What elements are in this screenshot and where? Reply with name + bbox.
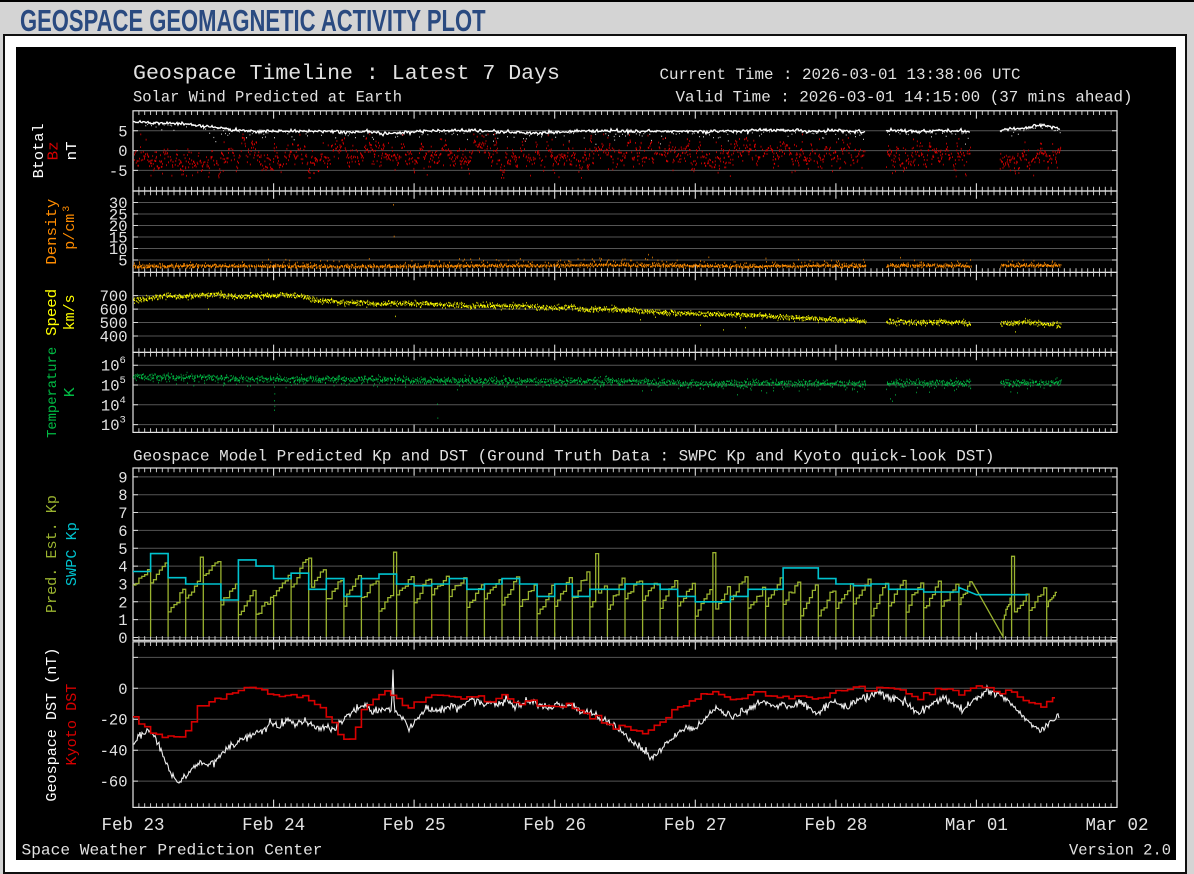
svg-text:Pred. Est. Kp: Pred. Est. Kp	[44, 495, 61, 613]
svg-text:p/cm: p/cm	[62, 214, 79, 250]
svg-text:Mar 02: Mar 02	[1086, 816, 1149, 836]
svg-text:0: 0	[118, 143, 127, 161]
svg-text:700: 700	[100, 288, 128, 306]
svg-text:Version 2.0: Version 2.0	[1069, 842, 1171, 860]
svg-text:Solar Wind Predicted at Earth: Solar Wind Predicted at Earth	[133, 89, 402, 107]
svg-text:20: 20	[109, 218, 128, 236]
svg-text:5: 5	[118, 253, 127, 271]
svg-text:3: 3	[62, 206, 73, 212]
svg-text:0: 0	[118, 630, 127, 648]
svg-text:10: 10	[109, 241, 128, 259]
svg-text:30: 30	[109, 195, 128, 213]
svg-text:Feb 25: Feb 25	[383, 816, 446, 836]
svg-text:3: 3	[118, 577, 127, 595]
svg-text:0: 0	[118, 681, 127, 699]
svg-text:4: 4	[118, 559, 127, 577]
svg-text:5: 5	[120, 375, 126, 387]
svg-text:4: 4	[120, 395, 126, 407]
svg-text:Btotal: Btotal	[31, 123, 48, 178]
svg-text:6: 6	[120, 355, 126, 367]
svg-text:6: 6	[118, 523, 127, 541]
svg-text:Feb 27: Feb 27	[664, 816, 727, 836]
svg-text:Geospace Model Predicted Kp an: Geospace Model Predicted Kp and DST (Gro…	[133, 448, 995, 466]
svg-text:15: 15	[109, 230, 128, 248]
svg-text:10: 10	[101, 417, 120, 435]
svg-text:K: K	[62, 387, 79, 397]
svg-text:9: 9	[118, 469, 127, 487]
svg-text:10: 10	[101, 397, 120, 415]
svg-text:5: 5	[118, 123, 127, 141]
svg-text:Valid Time : 2026-03-01 14:15:: Valid Time : 2026-03-01 14:15:00 (37 min…	[676, 89, 1133, 107]
svg-text:km/s: km/s	[62, 294, 79, 330]
svg-text:Speed: Speed	[44, 289, 61, 336]
svg-text:600: 600	[100, 302, 128, 320]
svg-text:Feb 26: Feb 26	[523, 816, 586, 836]
svg-text:3: 3	[120, 415, 126, 427]
svg-text:-20: -20	[100, 712, 128, 730]
svg-text:Geospace Timeline : Latest 7 D: Geospace Timeline : Latest 7 Days	[133, 62, 560, 86]
svg-text:Geospace DST (nT): Geospace DST (nT)	[44, 648, 61, 802]
svg-text:10: 10	[101, 378, 120, 396]
svg-text:Kyoto DST: Kyoto DST	[64, 684, 81, 766]
svg-text:Density: Density	[44, 199, 61, 265]
svg-text:2: 2	[118, 594, 127, 612]
svg-text:Mar 01: Mar 01	[945, 816, 1008, 836]
svg-text:10: 10	[101, 358, 120, 376]
svg-text:nT: nT	[64, 141, 81, 160]
svg-text:Current Time : 2026-03-01 13:3: Current Time : 2026-03-01 13:38:06 UTC	[660, 66, 1021, 84]
svg-text:Feb 28: Feb 28	[804, 816, 867, 836]
svg-text:-60: -60	[100, 774, 128, 792]
svg-text:Temperature: Temperature	[45, 347, 61, 438]
svg-text:25: 25	[109, 207, 128, 225]
svg-text:-5: -5	[109, 163, 128, 181]
svg-text:1: 1	[118, 612, 127, 630]
svg-text:Feb 23: Feb 23	[102, 816, 165, 836]
svg-text:Feb 24: Feb 24	[242, 816, 305, 836]
svg-text:-40: -40	[100, 743, 128, 761]
svg-text:500: 500	[100, 315, 128, 333]
svg-text:Space Weather Prediction Cente: Space Weather Prediction Center	[22, 842, 323, 860]
svg-text:5: 5	[118, 541, 127, 559]
svg-text:Bz: Bz	[46, 141, 63, 160]
svg-text:7: 7	[118, 505, 127, 523]
svg-text:8: 8	[118, 487, 127, 505]
svg-text:400: 400	[100, 329, 128, 347]
svg-text:SWPC Kp: SWPC Kp	[64, 522, 81, 586]
